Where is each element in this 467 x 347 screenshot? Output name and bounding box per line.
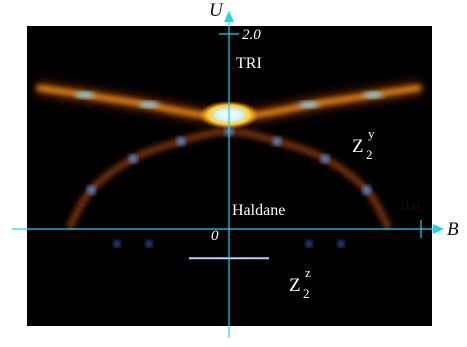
region-label-haldane: Haldane bbox=[232, 202, 285, 219]
lower-point bbox=[114, 240, 120, 247]
y-max-tick-label: 2.0 bbox=[242, 27, 261, 43]
upper-boundary-point bbox=[299, 101, 319, 108]
upper-boundary-point bbox=[363, 91, 383, 98]
z2y-base: Z bbox=[352, 136, 364, 157]
y-axis-label: U bbox=[209, 0, 224, 21]
x-axis-label: B bbox=[447, 219, 459, 240]
region-label-z2z: Z z 2 bbox=[289, 265, 311, 301]
lower-point bbox=[338, 240, 344, 247]
z2y-superscript: y bbox=[368, 126, 375, 141]
z2y-subscript: 2 bbox=[366, 147, 373, 162]
region-label-z2y: Z y 2 bbox=[352, 126, 375, 162]
z2z-subscript: 2 bbox=[303, 286, 310, 301]
arc-point bbox=[129, 154, 137, 163]
z2z-base: Z bbox=[289, 275, 301, 296]
arc-point bbox=[177, 137, 185, 146]
lower-point bbox=[306, 240, 312, 247]
arc-point bbox=[273, 137, 281, 146]
upper-boundary-point bbox=[139, 101, 159, 108]
region-label-tri: TRI bbox=[236, 55, 262, 72]
origin-tick-label: 0 bbox=[211, 228, 219, 244]
z2z-superscript: z bbox=[305, 265, 311, 280]
arc-point bbox=[362, 186, 371, 194]
upper-boundary-point bbox=[75, 91, 95, 98]
x-axis-arrow bbox=[433, 224, 444, 234]
arc-point bbox=[321, 154, 329, 163]
y-axis-arrow bbox=[224, 11, 234, 22]
lower-point bbox=[146, 240, 152, 247]
x-max-tick-label: 0.6 bbox=[401, 198, 420, 214]
arc-point bbox=[87, 186, 96, 194]
